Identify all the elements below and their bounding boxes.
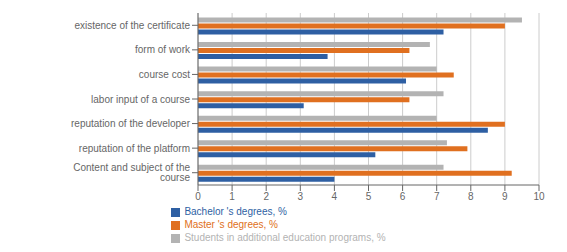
- svg-text:existence of the certificate: existence of the certificate: [74, 20, 190, 31]
- svg-text:reputation of the developer: reputation of the developer: [71, 118, 191, 129]
- svg-text:reputation of the platform: reputation of the platform: [79, 143, 190, 154]
- html-text:Bachelor 's degrees, %: Bachelor 's degrees, %: [184, 206, 287, 217]
- svg-text:1: 1: [229, 191, 235, 202]
- svg-text:3: 3: [298, 191, 304, 202]
- html-text:Master 's degrees, %: Master 's degrees, %: [184, 219, 278, 230]
- svg-text:8: 8: [468, 191, 474, 202]
- svg-text:form of work: form of work: [135, 44, 191, 55]
- svg-text:9: 9: [502, 191, 508, 202]
- svg-text:6: 6: [400, 191, 406, 202]
- svg-text:5: 5: [366, 191, 372, 202]
- svg-text:4: 4: [332, 191, 338, 202]
- svg-text:labor input of a course: labor input of a course: [91, 94, 190, 105]
- svg-text:10: 10: [533, 191, 545, 202]
- svg-text:course cost: course cost: [139, 69, 190, 80]
- html-text:Students in additional educati: Students in additional education program…: [184, 232, 386, 243]
- svg-text:7: 7: [434, 191, 440, 202]
- svg-text:0: 0: [195, 191, 201, 202]
- svg-text:Content and subject of thecour: Content and subject of thecourse: [73, 162, 190, 183]
- svg-text:2: 2: [263, 191, 269, 202]
